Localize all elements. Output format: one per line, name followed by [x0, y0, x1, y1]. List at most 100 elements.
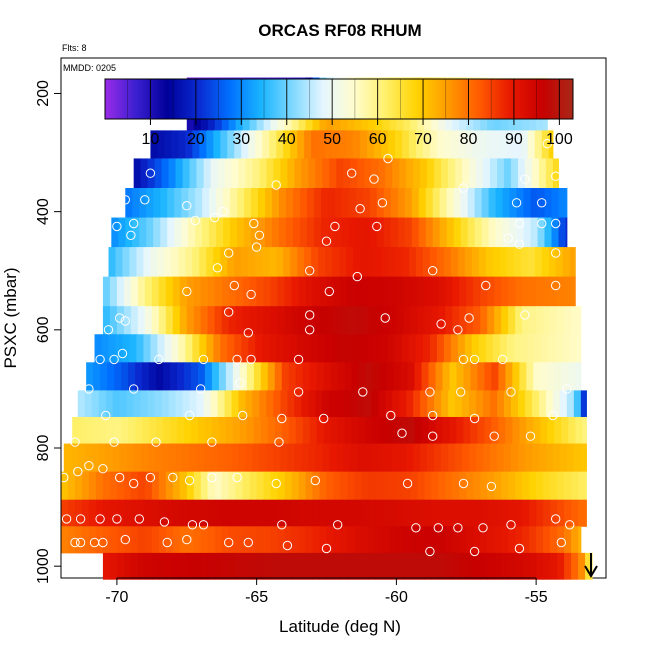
heatmap-cell [336, 158, 344, 189]
heatmap-cell [281, 362, 290, 391]
heatmap-cell [534, 334, 543, 363]
heatmap-cell [580, 443, 587, 473]
heatmap-cell [336, 443, 344, 473]
heatmap-cell [206, 130, 214, 159]
heatmap-cell [136, 334, 144, 363]
heatmap-cell [389, 526, 397, 554]
heatmap-cell [305, 499, 314, 527]
heatmap-cell [109, 552, 118, 580]
data-point [551, 280, 561, 291]
heatmap-cell [182, 158, 191, 189]
heatmap-cell [417, 526, 425, 554]
heatmap-cell [429, 130, 438, 159]
heatmap-cell [311, 130, 319, 159]
heatmap-cell [238, 443, 246, 473]
heatmap-cell [524, 158, 533, 189]
heatmap-cell [292, 217, 301, 248]
heatmap-cell [361, 552, 369, 580]
heatmap-cell [210, 158, 219, 189]
heatmap-cell [291, 306, 300, 335]
heatmap-cell [161, 443, 170, 473]
heatmap-cell [102, 471, 111, 501]
heatmap-cell [133, 158, 142, 189]
data-point [428, 431, 438, 441]
heatmap-cell [122, 247, 130, 278]
heatmap-cell [480, 306, 488, 335]
heatmap-cell [202, 188, 210, 219]
heatmap-cell [175, 443, 184, 473]
heatmap-cell [285, 217, 294, 248]
heatmap-cell [207, 526, 216, 554]
heatmap-cell [237, 217, 245, 248]
heatmap-cell [241, 247, 249, 278]
heatmap-cell [192, 130, 200, 159]
heatmap-cell [350, 390, 358, 418]
heatmap-cell [273, 390, 281, 418]
heatmap-cell [411, 217, 420, 248]
heatmap-cell [536, 552, 544, 580]
heatmap-cell [129, 334, 137, 363]
heatmap-cell [183, 362, 192, 391]
heatmap-cell [415, 130, 424, 159]
data-point [59, 472, 69, 483]
heatmap-cell [227, 334, 235, 363]
heatmap-cell [164, 247, 172, 278]
heatmap-cell [196, 390, 205, 418]
heatmap-cell [393, 362, 402, 391]
data-point [190, 215, 200, 226]
heatmap-cell [346, 130, 354, 159]
heatmap-cell [575, 416, 583, 445]
heatmap-cell [230, 217, 238, 248]
heatmap-cell [452, 552, 460, 580]
heatmap-cell [61, 471, 69, 501]
heatmap-cell [298, 276, 307, 307]
data-point [84, 316, 94, 326]
heatmap-cell [566, 390, 575, 418]
data-point [565, 520, 575, 530]
heatmap-cell [477, 362, 485, 391]
heatmap-cell [459, 499, 467, 527]
heatmap-cell [460, 188, 469, 219]
heatmap-cell [280, 158, 288, 189]
heatmap-cell [550, 276, 558, 307]
heatmap-cell [327, 188, 336, 219]
heatmap-cell [392, 390, 400, 418]
heatmap-cell [108, 334, 116, 363]
heatmap-cell [319, 552, 328, 580]
data-point [514, 218, 525, 229]
heatmap-cell [503, 158, 512, 189]
heatmap-cell [417, 306, 425, 335]
heatmap-cell [421, 416, 430, 445]
heatmap-cell [161, 390, 170, 418]
heatmap-cell [346, 247, 354, 278]
heatmap-cell [346, 334, 354, 363]
heatmap-cell [291, 276, 300, 307]
heatmap-cell [407, 416, 416, 445]
heatmap-cell [365, 362, 374, 391]
heatmap-cell [396, 526, 404, 554]
heatmap-cell [245, 443, 253, 473]
heatmap-cell [466, 306, 474, 335]
heatmap-cell [348, 188, 357, 219]
heatmap-cell [157, 247, 165, 278]
heatmap-cell [353, 247, 361, 278]
heatmap-cell [529, 552, 537, 580]
heatmap-cell [557, 526, 565, 554]
heatmap-cell [509, 188, 518, 219]
heatmap-cell [115, 247, 123, 278]
heatmap-cell [491, 416, 499, 445]
y-tick-label: 800 [35, 435, 52, 462]
heatmap-cell [274, 362, 283, 391]
heatmap-cell [382, 306, 390, 335]
heatmap-cell [298, 306, 307, 335]
data-point [556, 537, 566, 548]
heatmap-cell [277, 499, 286, 527]
heatmap-cell [483, 443, 491, 473]
heatmap-cell [445, 526, 453, 554]
colorbar-tick-label: 30 [232, 131, 250, 148]
data-point [411, 523, 421, 533]
heatmap-cell [452, 276, 460, 307]
heatmap-cell [527, 130, 536, 159]
heatmap-cell [413, 390, 421, 418]
data-point [115, 472, 125, 483]
